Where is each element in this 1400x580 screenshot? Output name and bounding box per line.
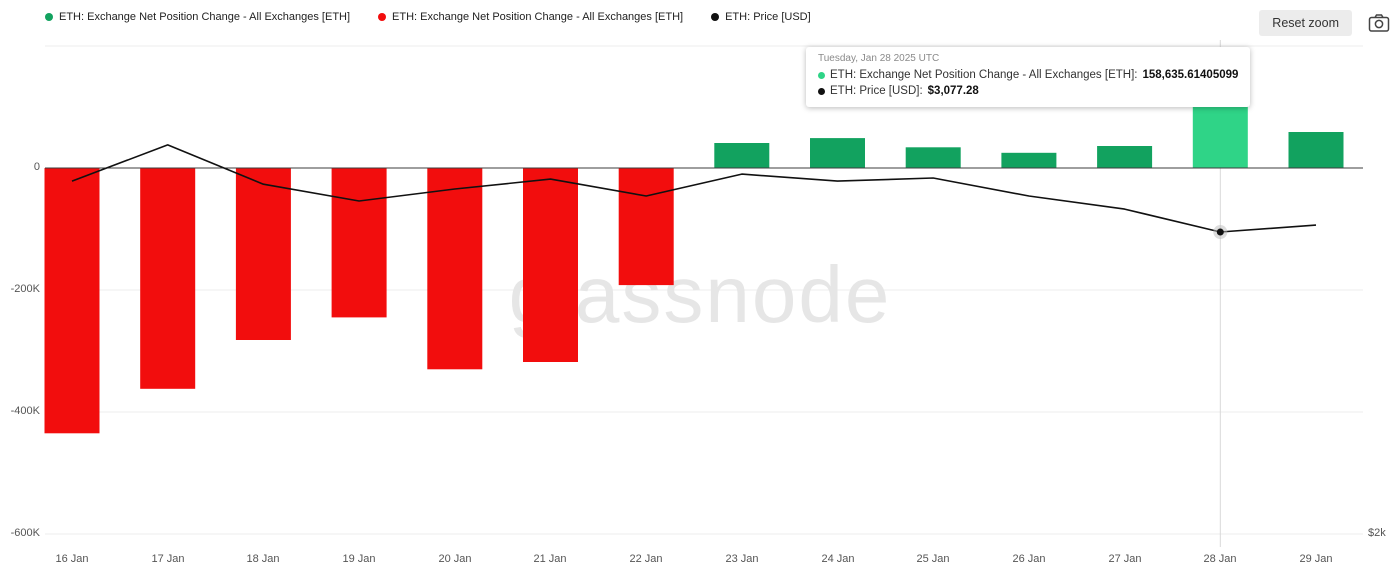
tooltip-value: 158,635.61405099 xyxy=(1142,69,1239,81)
x-axis-tick: 29 Jan xyxy=(1299,553,1333,565)
black-series-dot-icon xyxy=(818,87,825,95)
reset-zoom-button[interactable]: Reset zoom xyxy=(1259,10,1352,36)
legend-label: ETH: Exchange Net Position Change - All … xyxy=(59,11,351,23)
x-axis-tick: 18 Jan xyxy=(246,553,280,565)
x-axis-tick: 16 Jan xyxy=(55,553,89,565)
tooltip-value: $3,077.28 xyxy=(927,85,979,97)
y-axis-tick: 0 xyxy=(33,161,40,173)
tooltip-label: ETH: Price [USD]: xyxy=(830,85,923,97)
legend-label: ETH: Price [USD] xyxy=(725,11,811,23)
x-axis-tick: 17 Jan xyxy=(151,553,185,565)
black-series-dot-icon xyxy=(711,13,720,21)
x-axis-tick: 27 Jan xyxy=(1108,553,1142,565)
tooltip: Tuesday, Jan 28 2025 UTC ETH: Exchange N… xyxy=(806,47,1251,107)
green-series-dot-icon xyxy=(818,71,825,79)
x-axis-tick: 21 Jan xyxy=(533,553,567,565)
tooltip-label: ETH: Exchange Net Position Change - All … xyxy=(830,69,1138,81)
legend-item-net-position-positive[interactable]: ETH: Exchange Net Position Change - All … xyxy=(45,11,350,23)
red-series-dot-icon xyxy=(378,13,387,21)
tooltip-row-price: ETH: Price [USD]: $3,077.28 xyxy=(818,83,1238,99)
green-series-dot-icon xyxy=(45,13,53,21)
x-axis-tick: 25 Jan xyxy=(916,553,950,565)
toolbar: Reset zoom xyxy=(1259,10,1390,36)
legend-item-net-position-negative[interactable]: ETH: Exchange Net Position Change - All … xyxy=(378,11,683,23)
legend: ETH: Exchange Net Position Change - All … xyxy=(45,11,811,23)
x-axis-tick: 24 Jan xyxy=(821,553,855,565)
camera-icon[interactable] xyxy=(1368,13,1390,33)
y-axis-tick: -200K xyxy=(10,283,40,295)
tooltip-row-net-position: ETH: Exchange Net Position Change - All … xyxy=(818,67,1238,83)
x-axis-tick: 19 Jan xyxy=(342,553,376,565)
right-axis-tick: $2k xyxy=(1368,527,1386,539)
x-axis-tick: 22 Jan xyxy=(629,553,663,565)
y-axis-tick: -600K xyxy=(10,527,40,539)
tooltip-date: Tuesday, Jan 28 2025 UTC xyxy=(818,53,940,64)
y-axis-tick: -400K xyxy=(10,405,40,417)
x-axis-tick: 23 Jan xyxy=(725,553,759,565)
x-axis-tick: 20 Jan xyxy=(438,553,472,565)
legend-item-price[interactable]: ETH: Price [USD] xyxy=(711,11,811,23)
x-axis-tick: 28 Jan xyxy=(1203,553,1237,565)
legend-label: ETH: Exchange Net Position Change - All … xyxy=(392,11,684,23)
x-axis-tick: 26 Jan xyxy=(1012,553,1046,565)
